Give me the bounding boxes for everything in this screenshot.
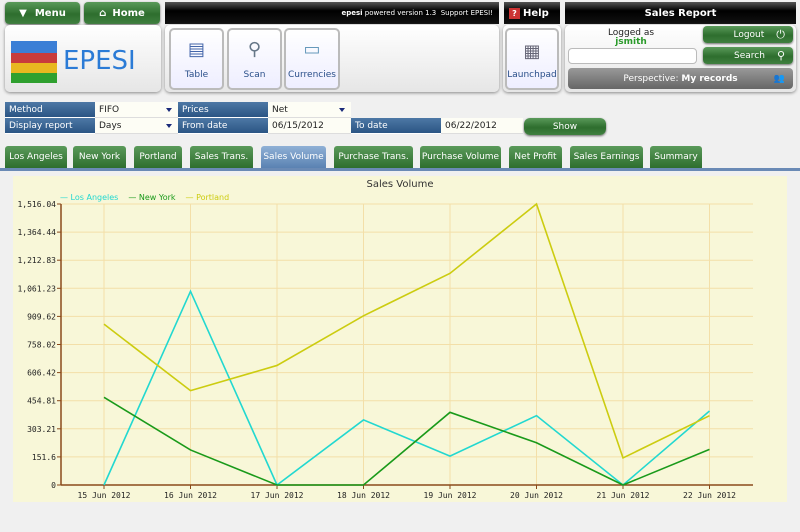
perspective-button[interactable]: Perspective: My records 👥 — [568, 68, 793, 89]
y-tick-label: 758.02 — [27, 341, 56, 350]
x-tick-label: 16 Jun 2012 — [164, 491, 217, 500]
epesi-logo-icon: EPESI — [11, 41, 136, 83]
y-tick-label: 606.42 — [27, 369, 56, 378]
search-input[interactable] — [568, 48, 697, 64]
y-tick-label: 909.62 — [27, 312, 56, 321]
tab-new-york[interactable]: New York — [73, 146, 126, 168]
power-icon: ⏻ — [776, 27, 785, 41]
help-icon: ? — [509, 7, 520, 19]
tab-purchase-trans[interactable]: Purchase Trans. — [334, 146, 413, 168]
display-report-select[interactable]: Days — [95, 118, 178, 134]
username: jsmith — [615, 37, 647, 47]
legend: — Los Angeles — New York — Portland — [60, 193, 229, 202]
tab-divider — [0, 168, 800, 171]
series-line-new-york — [103, 396, 710, 486]
tab-sales-earnings[interactable]: Sales Earnings — [570, 146, 643, 168]
search-icon: ⚲ — [776, 49, 785, 62]
y-tick-label: 1,212.83 — [17, 256, 56, 265]
logo[interactable]: EPESI — [5, 25, 161, 92]
series-line-los-angeles — [103, 289, 711, 487]
users-icon: 👥 — [773, 73, 785, 84]
svg-text:EPESI: EPESI — [63, 46, 136, 76]
tab-portland[interactable]: Portland — [134, 146, 182, 168]
chart-title: Sales Volume — [366, 179, 434, 190]
x-tick-label: 20 Jun 2012 — [510, 491, 563, 500]
currencies-button[interactable]: ▭ Currencies — [284, 28, 340, 90]
x-tick-label: 18 Jun 2012 — [337, 491, 390, 500]
support-link[interactable]: Support EPESI! — [440, 9, 493, 17]
grid-icon: ▦ — [523, 41, 541, 62]
launchpad-button[interactable]: ▦ Launchpad — [505, 28, 559, 90]
tab-sales-trans[interactable]: Sales Trans. — [190, 146, 253, 168]
legend-item: — New York — [128, 193, 176, 202]
chevron-down-icon — [339, 108, 345, 112]
legend-label: Los Angeles — [70, 193, 119, 202]
menu-button[interactable]: ▼ Menu — [5, 2, 80, 24]
legend-item: — Portland — [185, 193, 230, 202]
user-panel: Logged as jsmith Logout ⏻ Search ⚲ Perspec… — [565, 25, 796, 92]
x-tick-label: 17 Jun 2012 — [251, 491, 304, 500]
tab-purchase-volume[interactable]: Purchase Volume — [420, 146, 501, 168]
section-title: Sales Report — [565, 2, 796, 24]
help-button[interactable]: ? Help — [504, 2, 560, 24]
method-select[interactable]: FIFO — [95, 102, 178, 118]
legend-label: New York — [138, 193, 176, 202]
x-tick-label: 21 Jun 2012 — [597, 491, 650, 500]
scan-button[interactable]: ⚲ Scan — [227, 28, 282, 90]
from-date-input[interactable]: 06/15/2012 — [268, 118, 351, 134]
y-tick-label: 1,364.44 — [17, 228, 56, 237]
logout-button[interactable]: Logout ⏻ — [703, 26, 793, 43]
home-icon: ⌂ — [99, 7, 107, 19]
chevron-down-icon — [166, 108, 172, 112]
powered-bar: epesi powered version 1.3 Support EPESI! — [165, 2, 499, 24]
legend-label: Portland — [196, 193, 230, 202]
show-button[interactable]: Show — [524, 118, 606, 135]
home-button[interactable]: ⌂ Home — [84, 2, 160, 24]
x-tick-label: 19 Jun 2012 — [424, 491, 477, 500]
y-tick-label: 454.81 — [27, 397, 56, 406]
prices-select[interactable]: Net — [268, 102, 351, 118]
x-tick-label: 15 Jun 2012 — [78, 491, 131, 500]
tab-summary[interactable]: Summary — [650, 146, 702, 168]
chart-panel: Sales Volume — Los Angeles — New York — Po… — [13, 176, 787, 502]
currencies-icon: ▭ — [303, 39, 321, 60]
triangle-down-icon: ▼ — [19, 7, 27, 19]
tab-sales-volume[interactable]: Sales Volume — [261, 146, 326, 168]
y-tick-label: 303.21 — [27, 425, 56, 434]
series-line-portland — [103, 202, 710, 460]
tab-net-profit[interactable]: Net Profit — [509, 146, 562, 168]
magnifier-icon: ⚲ — [247, 39, 262, 60]
y-tick-label: 1,516.04 — [17, 200, 56, 209]
legend-item: — Los Angeles — [60, 193, 119, 202]
y-tick-label: 0 — [51, 481, 56, 490]
table-report-icon: ▤ — [187, 39, 205, 60]
table-button[interactable]: ▤ Table — [169, 28, 224, 90]
y-tick-label: 1,061.23 — [17, 284, 56, 293]
y-tick-label: 151.6 — [32, 453, 56, 462]
chevron-down-icon — [166, 124, 172, 128]
to-date-input[interactable]: 06/22/2012 — [441, 118, 523, 134]
search-button[interactable]: Search ⚲ — [703, 47, 793, 64]
x-tick-label: 22 Jun 2012 — [683, 491, 736, 500]
tab-los-angeles[interactable]: Los Angeles — [5, 146, 67, 168]
line-chart: 0 151.6 303.21 454.81 606.42 758.02 909.62 1,06… — [17, 200, 753, 500]
